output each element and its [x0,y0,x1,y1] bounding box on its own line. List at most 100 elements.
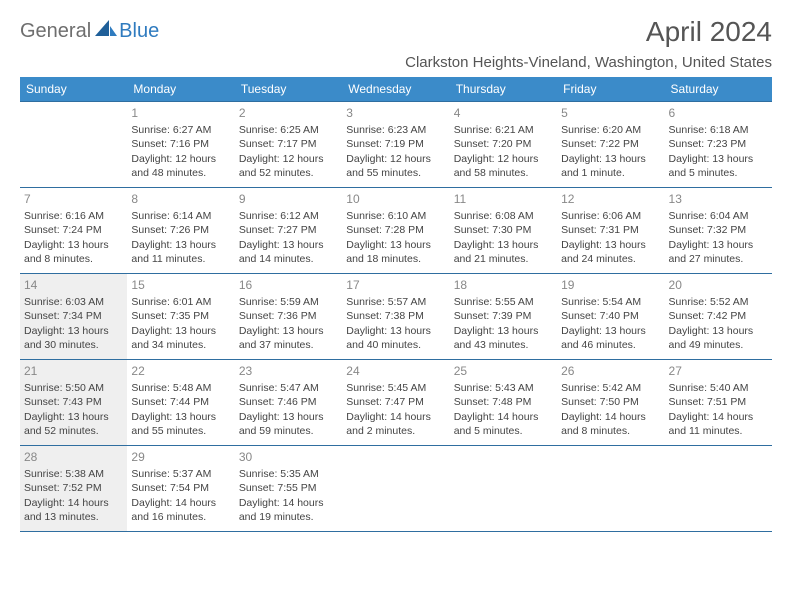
calendar-cell: 27Sunrise: 5:40 AMSunset: 7:51 PMDayligh… [665,360,772,446]
day-detail-line: Sunset: 7:48 PM [454,395,553,409]
day-number: 18 [454,277,553,293]
day-detail-line: and 24 minutes. [561,252,660,266]
day-header: Thursday [450,77,557,102]
day-detail-line: Sunrise: 5:40 AM [669,381,768,395]
calendar-cell [450,446,557,532]
day-detail-line: Sunrise: 6:08 AM [454,209,553,223]
day-number: 5 [561,105,660,121]
day-detail-line: Sunrise: 5:57 AM [346,295,445,309]
day-number: 30 [239,449,338,465]
day-number: 13 [669,191,768,207]
calendar-cell: 22Sunrise: 5:48 AMSunset: 7:44 PMDayligh… [127,360,234,446]
day-detail-line: Sunrise: 6:06 AM [561,209,660,223]
day-number: 9 [239,191,338,207]
calendar-cell [665,446,772,532]
day-number: 19 [561,277,660,293]
day-detail-line: Sunrise: 5:52 AM [669,295,768,309]
day-detail-line: Sunrise: 5:47 AM [239,381,338,395]
calendar-cell: 28Sunrise: 5:38 AMSunset: 7:52 PMDayligh… [20,446,127,532]
title-block: April 2024 Clarkston Heights-Vineland, W… [405,16,772,71]
day-detail-line: Sunrise: 5:42 AM [561,381,660,395]
day-detail-line: and 27 minutes. [669,252,768,266]
day-detail-line: Daylight: 13 hours [131,410,230,424]
day-detail-line: Sunrise: 5:50 AM [24,381,123,395]
day-number: 23 [239,363,338,379]
day-detail-line: Daylight: 12 hours [454,152,553,166]
day-detail-line: Sunrise: 5:35 AM [239,467,338,481]
calendar-cell: 29Sunrise: 5:37 AMSunset: 7:54 PMDayligh… [127,446,234,532]
calendar-cell: 15Sunrise: 6:01 AMSunset: 7:35 PMDayligh… [127,274,234,360]
day-detail-line: Daylight: 14 hours [239,496,338,510]
day-detail-line: Sunrise: 6:18 AM [669,123,768,137]
day-detail-line: Daylight: 13 hours [239,410,338,424]
day-detail-line: and 16 minutes. [131,510,230,524]
day-header: Saturday [665,77,772,102]
day-number: 2 [239,105,338,121]
day-header: Sunday [20,77,127,102]
day-detail-line: and 8 minutes. [561,424,660,438]
day-detail-line: Sunset: 7:23 PM [669,137,768,151]
day-detail-line: Sunrise: 6:27 AM [131,123,230,137]
day-number: 22 [131,363,230,379]
calendar-cell: 21Sunrise: 5:50 AMSunset: 7:43 PMDayligh… [20,360,127,446]
day-detail-line: Sunset: 7:38 PM [346,309,445,323]
calendar-cell: 14Sunrise: 6:03 AMSunset: 7:34 PMDayligh… [20,274,127,360]
day-detail-line: Daylight: 13 hours [24,324,123,338]
day-detail-line: Daylight: 13 hours [561,152,660,166]
day-header: Friday [557,77,664,102]
calendar-cell: 8Sunrise: 6:14 AMSunset: 7:26 PMDaylight… [127,188,234,274]
day-number: 15 [131,277,230,293]
day-number: 24 [346,363,445,379]
calendar-cell: 19Sunrise: 5:54 AMSunset: 7:40 PMDayligh… [557,274,664,360]
calendar-head: SundayMondayTuesdayWednesdayThursdayFrid… [20,77,772,102]
day-header: Tuesday [235,77,342,102]
header: General Blue April 2024 Clarkston Height… [20,16,772,71]
day-detail-line: and 2 minutes. [346,424,445,438]
day-detail-line: Daylight: 14 hours [346,410,445,424]
calendar-cell: 9Sunrise: 6:12 AMSunset: 7:27 PMDaylight… [235,188,342,274]
day-detail-line: and 13 minutes. [24,510,123,524]
day-detail-line: Sunset: 7:31 PM [561,223,660,237]
calendar-cell: 20Sunrise: 5:52 AMSunset: 7:42 PMDayligh… [665,274,772,360]
day-detail-line: Daylight: 14 hours [454,410,553,424]
day-detail-line: Daylight: 13 hours [239,238,338,252]
day-number: 7 [24,191,123,207]
day-detail-line: Daylight: 13 hours [669,238,768,252]
day-number: 6 [669,105,768,121]
day-header: Wednesday [342,77,449,102]
day-detail-line: and 55 minutes. [131,424,230,438]
day-detail-line: Sunset: 7:16 PM [131,137,230,151]
day-detail-line: Sunrise: 5:48 AM [131,381,230,395]
day-detail-line: Sunrise: 6:21 AM [454,123,553,137]
day-detail-line: Sunset: 7:40 PM [561,309,660,323]
day-detail-line: and 1 minute. [561,166,660,180]
day-detail-line: Daylight: 13 hours [561,238,660,252]
calendar-table: SundayMondayTuesdayWednesdayThursdayFrid… [20,77,772,532]
day-detail-line: Daylight: 13 hours [454,238,553,252]
day-detail-line: Daylight: 14 hours [669,410,768,424]
calendar-cell: 25Sunrise: 5:43 AMSunset: 7:48 PMDayligh… [450,360,557,446]
day-header: Monday [127,77,234,102]
day-number: 11 [454,191,553,207]
day-detail-line: Sunset: 7:17 PM [239,137,338,151]
calendar-cell: 13Sunrise: 6:04 AMSunset: 7:32 PMDayligh… [665,188,772,274]
calendar-row: 28Sunrise: 5:38 AMSunset: 7:52 PMDayligh… [20,446,772,532]
calendar-row: 14Sunrise: 6:03 AMSunset: 7:34 PMDayligh… [20,274,772,360]
day-detail-line: and 30 minutes. [24,338,123,352]
day-detail-line: and 14 minutes. [239,252,338,266]
day-detail-line: and 49 minutes. [669,338,768,352]
day-detail-line: Sunset: 7:42 PM [669,309,768,323]
day-detail-line: Daylight: 13 hours [346,324,445,338]
day-detail-line: Sunset: 7:35 PM [131,309,230,323]
day-detail-line: Sunset: 7:20 PM [454,137,553,151]
day-detail-line: Sunset: 7:55 PM [239,481,338,495]
calendar-cell: 12Sunrise: 6:06 AMSunset: 7:31 PMDayligh… [557,188,664,274]
calendar-cell [557,446,664,532]
day-detail-line: Sunrise: 6:20 AM [561,123,660,137]
calendar-cell: 17Sunrise: 5:57 AMSunset: 7:38 PMDayligh… [342,274,449,360]
calendar-cell: 18Sunrise: 5:55 AMSunset: 7:39 PMDayligh… [450,274,557,360]
day-detail-line: Daylight: 14 hours [131,496,230,510]
day-detail-line: Sunrise: 5:55 AM [454,295,553,309]
day-detail-line: Daylight: 14 hours [561,410,660,424]
day-detail-line: Sunset: 7:47 PM [346,395,445,409]
